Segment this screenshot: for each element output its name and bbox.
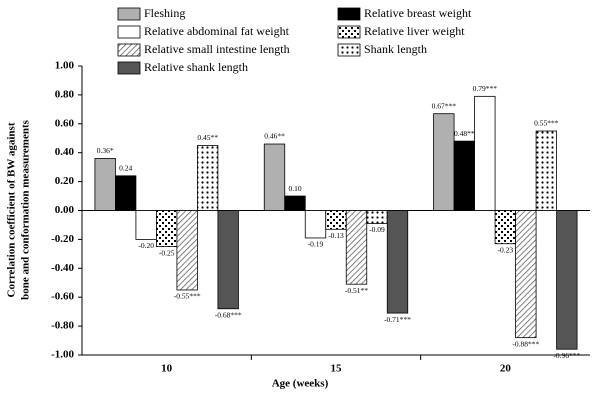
legend-label: Shank length (364, 42, 427, 56)
value-label: -0.19 (308, 240, 324, 249)
value-label: 0.24 (119, 164, 132, 173)
value-label: -0.88*** (512, 339, 539, 348)
value-label: -0.96*** (553, 351, 580, 360)
y-axis-title: Correlation coefficient of BW against (6, 122, 18, 297)
legend-label: Relative abdominal fat weight (144, 24, 290, 38)
legend-swatch (337, 25, 361, 39)
bar (115, 175, 137, 211)
legend-swatch (117, 7, 141, 21)
bar (453, 140, 475, 211)
y-tick-label: -0.60 (51, 291, 74, 303)
value-label: 0.45** (197, 133, 218, 142)
y-tick-label: 0.60 (55, 117, 75, 129)
y-axis-title: bone and conformation measurements (20, 119, 32, 299)
value-label: 0.36* (97, 146, 114, 155)
legend-label: Relative breast weight (364, 6, 472, 20)
value-label: 0.79*** (473, 84, 498, 93)
value-label: 0.55*** (534, 119, 559, 128)
bar (197, 145, 219, 211)
value-label: -0.51** (345, 286, 368, 295)
x-tick-label: 20 (500, 363, 512, 375)
bar (556, 210, 578, 350)
bar (284, 195, 306, 211)
value-label: 0.10 (288, 184, 301, 193)
value-label: 0.48** (454, 129, 475, 138)
y-tick-label: -0.20 (51, 233, 74, 245)
bar (345, 210, 368, 285)
value-label: -0.25 (159, 248, 175, 257)
bar (156, 210, 178, 248)
value-label: -0.20 (138, 241, 154, 250)
y-tick-label: 0.40 (55, 146, 75, 158)
x-tick-label: 10 (161, 363, 173, 375)
value-label: -0.09 (369, 225, 385, 234)
legend-swatch (337, 43, 361, 57)
value-label: 0.67*** (432, 101, 457, 110)
legend-label: Relative shank length (144, 60, 248, 74)
bar (325, 210, 347, 230)
legend-label: Relative liver weight (364, 24, 465, 38)
legend-label: Relative small intestine length (144, 42, 290, 56)
bar (176, 210, 198, 291)
value-label: -0.71*** (384, 315, 411, 324)
value-label: -0.55*** (174, 292, 201, 301)
y-tick-label: 0.80 (55, 88, 75, 100)
y-tick-label: -1.00 (51, 349, 74, 361)
bar (304, 210, 327, 239)
value-label: 0.46** (264, 132, 285, 141)
y-tick-label: 0.20 (55, 175, 75, 187)
bar (494, 210, 516, 245)
bar (433, 113, 455, 211)
bar (135, 210, 157, 240)
bar (366, 210, 388, 224)
x-axis-title: Age (weeks) (272, 378, 329, 390)
legend-label: Fleshing (144, 6, 185, 20)
value-label: -0.13 (328, 231, 344, 240)
value-label: -0.68*** (215, 310, 242, 319)
bar (535, 130, 557, 211)
bar (386, 210, 409, 314)
bar (263, 143, 286, 211)
legend-swatch (117, 25, 141, 39)
value-label: -0.23 (498, 245, 514, 254)
bar (515, 210, 537, 339)
y-tick-label: 1.00 (55, 60, 75, 72)
bar (474, 95, 496, 211)
bar (217, 210, 239, 310)
legend-swatch (117, 43, 141, 57)
y-tick-label: -0.40 (51, 262, 74, 274)
bar (94, 158, 116, 211)
y-tick-label: -0.80 (51, 320, 74, 332)
x-tick-label: 15 (331, 363, 343, 375)
legend-swatch (117, 61, 141, 75)
y-tick-label: 0.00 (55, 204, 75, 216)
legend-swatch (337, 7, 361, 21)
